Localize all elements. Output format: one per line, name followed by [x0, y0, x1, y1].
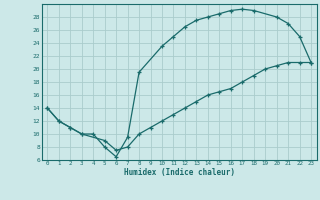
- X-axis label: Humidex (Indice chaleur): Humidex (Indice chaleur): [124, 168, 235, 177]
